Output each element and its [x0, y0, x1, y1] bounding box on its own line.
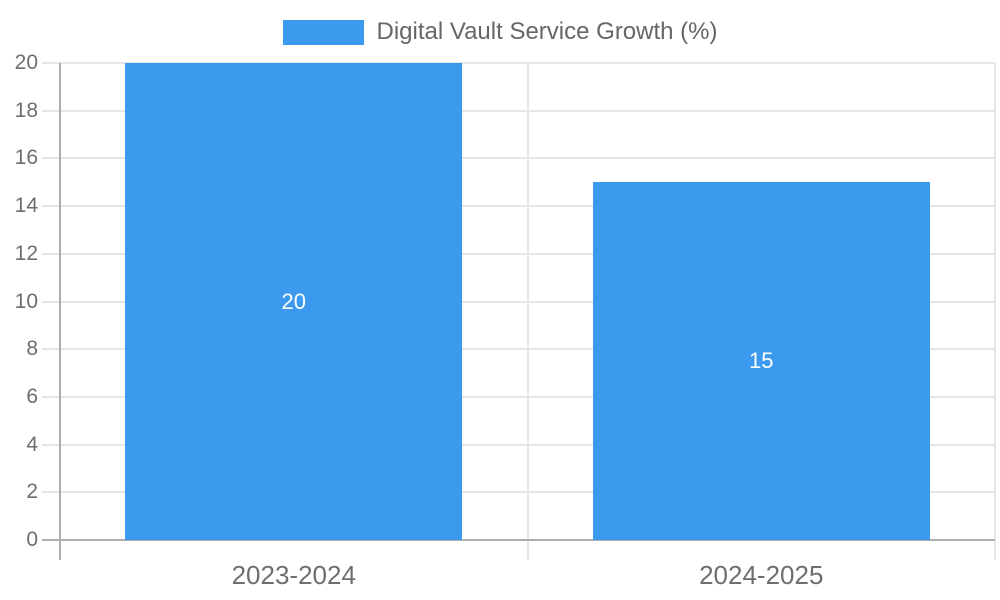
- y-gridline: [42, 348, 995, 351]
- y-tick-label: 4: [26, 432, 38, 456]
- legend-swatch[interactable]: [282, 19, 364, 45]
- y-gridline: [42, 300, 995, 303]
- y-tick-label: 20: [14, 51, 38, 74]
- x-axis-line: [42, 539, 995, 541]
- x-tick-label: 2024-2025: [699, 560, 824, 590]
- y-gridline: [42, 62, 995, 64]
- bar[interactable]: [125, 63, 463, 540]
- y-gridline: [42, 205, 995, 208]
- y-gridline: [42, 491, 995, 494]
- y-tick-label: 10: [14, 289, 38, 313]
- y-gridline: [42, 395, 995, 398]
- y-tick-label: 16: [14, 146, 38, 170]
- legend[interactable]: Digital Vault Service Growth (%): [0, 19, 1000, 45]
- x-gridline: [994, 63, 996, 560]
- bar[interactable]: [592, 182, 930, 540]
- y-gridline: [42, 109, 995, 112]
- y-tick-label: 14: [14, 194, 38, 218]
- y-gridline: [42, 252, 995, 255]
- y-tick-label: 18: [14, 98, 38, 122]
- y-tick-label: 6: [26, 384, 38, 408]
- y-gridline: [42, 157, 995, 160]
- y-axis-line: [59, 63, 61, 560]
- bar-value-label: 15: [749, 348, 774, 374]
- x-gridline: [526, 63, 529, 560]
- y-tick-label: 12: [14, 241, 38, 265]
- y-gridline: [42, 443, 995, 446]
- y-tick-label: 8: [26, 337, 38, 361]
- y-tick-label: 2: [26, 480, 38, 504]
- x-tick-label: 2023-2024: [231, 560, 356, 590]
- legend-label[interactable]: Digital Vault Service Growth (%): [376, 18, 718, 45]
- bar-value-label: 20: [281, 288, 306, 314]
- y-tick-label: 0: [26, 528, 38, 551]
